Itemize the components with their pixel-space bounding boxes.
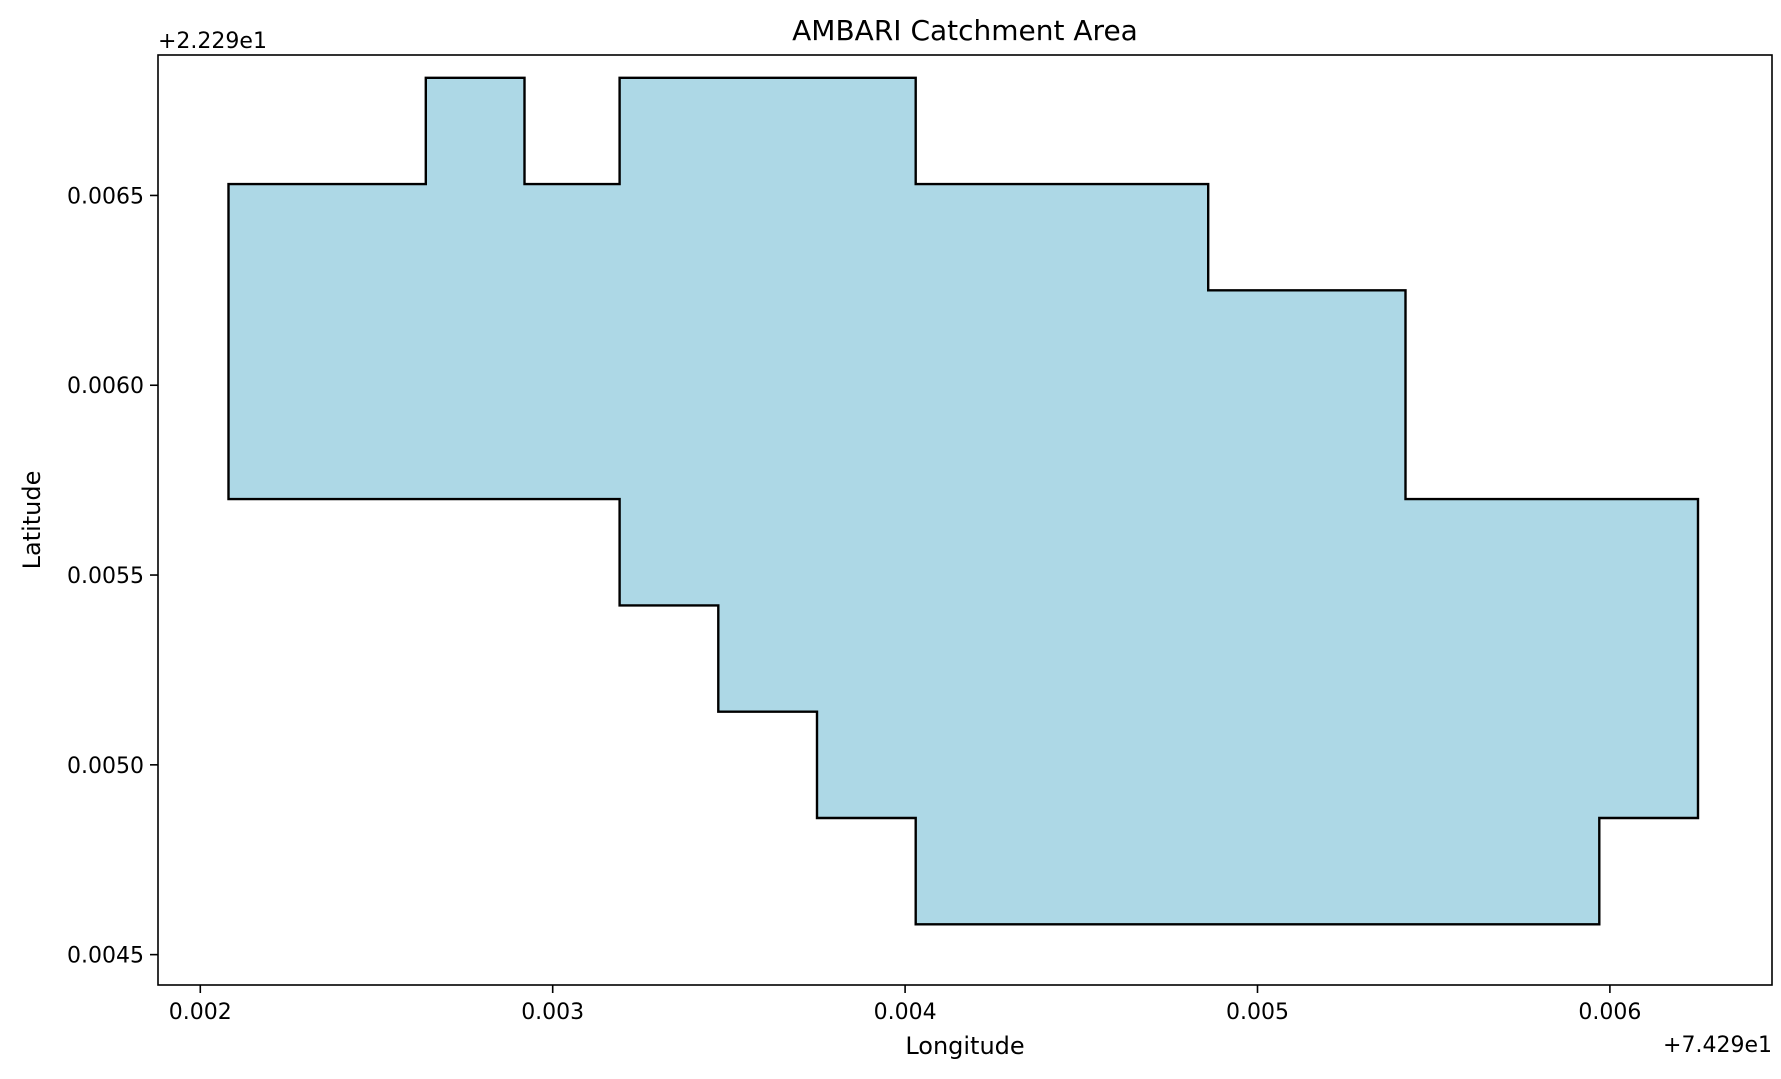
y-tick-label: 0.0050 xyxy=(67,754,144,779)
x-tick-label: 0.003 xyxy=(521,1000,584,1025)
x-tick-label: 0.002 xyxy=(169,1000,232,1025)
x-offset-label: +7.429e1 xyxy=(1663,1033,1772,1058)
y-offset-label: +2.229e1 xyxy=(158,29,267,54)
x-tick-label: 0.006 xyxy=(1578,1000,1641,1025)
y-tick-label: 0.0065 xyxy=(67,184,144,209)
x-tick-label: 0.005 xyxy=(1226,1000,1289,1025)
chart-title: AMBARI Catchment Area xyxy=(792,14,1138,47)
catchment-polygon xyxy=(227,76,1700,926)
y-tick-label: 0.0060 xyxy=(67,374,144,399)
axes-frame xyxy=(157,54,1773,986)
x-axis-ticks: 0.002 0.003 0.004 0.005 0.006 xyxy=(169,985,1641,1025)
y-tick-label: 0.0045 xyxy=(67,944,144,969)
x-axis-label: Longitude xyxy=(905,1032,1024,1060)
plot-area xyxy=(227,76,1700,926)
y-tick-label: 0.0055 xyxy=(67,564,144,589)
y-axis-label: Latitude xyxy=(18,471,46,570)
x-tick-label: 0.004 xyxy=(874,1000,937,1025)
y-axis-ticks: 0.0045 0.0050 0.0055 0.0060 0.0065 xyxy=(67,184,158,969)
